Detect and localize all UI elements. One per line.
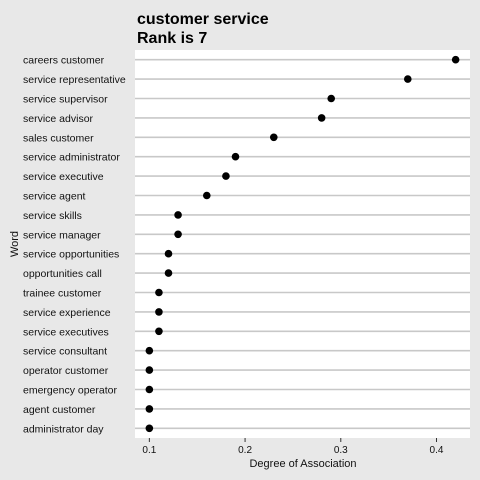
y-tick-label: service representative — [23, 74, 126, 86]
y-tick-label: sales customer — [23, 132, 94, 144]
y-tick-label: service administrator — [23, 152, 120, 164]
data-points — [145, 55, 460, 433]
y-tick-label: service opportunities — [23, 249, 119, 261]
y-tick-label: service agent — [23, 191, 86, 203]
y-tick-label: service experience — [23, 307, 111, 319]
data-point — [155, 308, 163, 316]
plot-panel — [135, 50, 470, 438]
x-axis-label: Degree of Association — [249, 458, 356, 470]
x-axis-ticks: 0.1 0.2 0.3 0.4 — [142, 438, 444, 456]
data-point — [269, 133, 278, 142]
data-point — [164, 269, 173, 277]
x-tick-label: 0.2 — [238, 445, 252, 456]
y-tick-label: opportunities call — [23, 268, 102, 280]
y-tick-label: administrator day — [23, 423, 104, 435]
y-tick-label: operator customer — [23, 365, 109, 377]
data-point — [231, 152, 240, 161]
chart-subtitle: Rank is 7 — [137, 30, 207, 47]
y-tick-label: service supervisor — [23, 94, 108, 106]
y-tick-label: agent customer — [23, 404, 96, 416]
data-point — [403, 75, 412, 83]
y-tick-label: service executives — [23, 326, 109, 338]
y-tick-label: service skills — [23, 210, 82, 222]
y-tick-label: trainee customer — [23, 288, 102, 300]
data-point — [451, 55, 460, 64]
y-tick-label: careers customer — [23, 55, 105, 67]
data-point — [145, 366, 154, 374]
y-tick-label: service advisor — [23, 113, 94, 125]
gridlines — [135, 58, 470, 430]
data-point — [222, 172, 230, 180]
y-tick-label: service manager — [23, 229, 101, 241]
data-point — [155, 327, 163, 336]
x-tick-label: 0.3 — [334, 445, 348, 456]
data-point — [174, 211, 182, 219]
chart-title: customer service — [137, 11, 269, 28]
y-tick-label: emergency operator — [23, 385, 117, 397]
data-point — [145, 405, 154, 413]
data-point — [145, 346, 154, 355]
data-point — [317, 114, 326, 122]
data-point — [145, 385, 154, 394]
data-point — [145, 424, 154, 433]
y-tick-label: service consultant — [23, 346, 107, 358]
y-axis-label: Word — [9, 231, 21, 257]
y-tick-label: service executive — [23, 171, 104, 183]
data-point — [327, 94, 336, 103]
data-point — [155, 288, 163, 297]
x-tick-label: 0.4 — [430, 445, 444, 456]
y-axis-ticks: careers customer service representative se… — [23, 55, 126, 436]
data-point — [202, 191, 211, 200]
data-point — [164, 249, 173, 258]
data-point — [174, 230, 182, 239]
x-tick-label: 0.1 — [142, 445, 156, 456]
